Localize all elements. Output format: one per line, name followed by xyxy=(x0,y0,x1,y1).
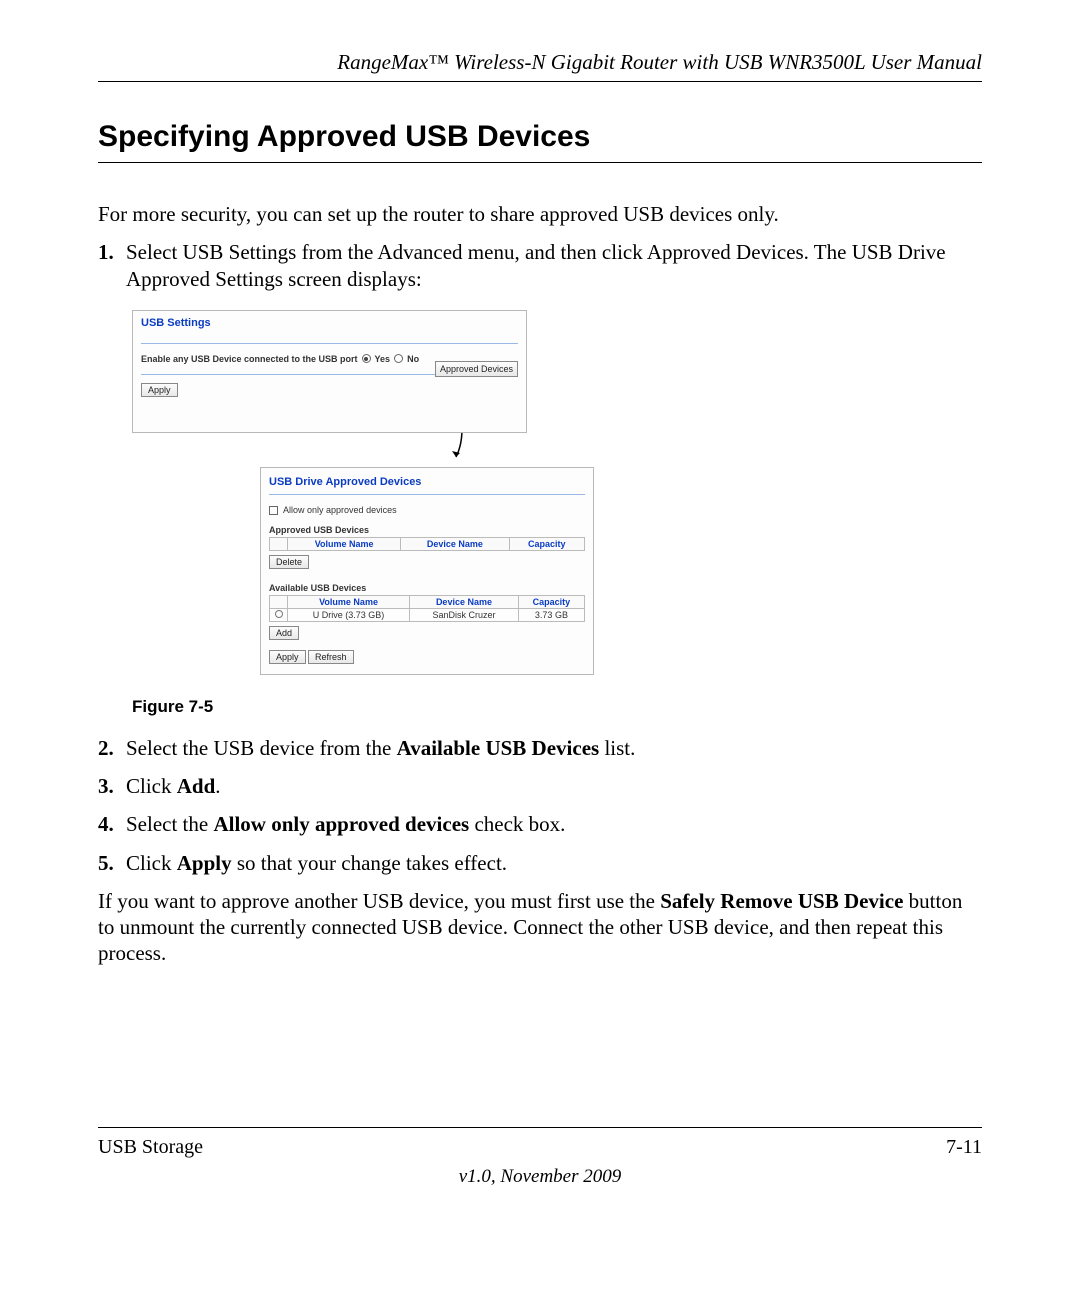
text-frag: so that your change takes effect. xyxy=(232,851,507,875)
approved-devices-button[interactable]: Approved Devices xyxy=(435,361,518,377)
apply-button-2[interactable]: Apply xyxy=(269,650,306,664)
radio-yes-label: Yes xyxy=(375,354,391,364)
text-frag-bold: Safely Remove USB Device xyxy=(660,889,903,913)
approved-devices-panel: USB Drive Approved Devices Allow only ap… xyxy=(260,467,594,675)
table-row[interactable]: U Drive (3.73 GB) SanDisk Cruzer 3.73 GB xyxy=(270,608,585,621)
footer-left: USB Storage xyxy=(98,1136,203,1159)
refresh-button[interactable]: Refresh xyxy=(308,650,354,664)
text-frag-bold: Allow only approved devices xyxy=(213,812,469,836)
step-number: 4. xyxy=(98,811,126,837)
col-volume: Volume Name xyxy=(288,537,401,550)
radio-no-label: No xyxy=(407,354,419,364)
radio-no[interactable] xyxy=(394,354,403,363)
running-header: RangeMax™ Wireless-N Gigabit Router with… xyxy=(98,50,982,82)
step-text: Select USB Settings from the Advanced me… xyxy=(126,239,982,292)
text-frag: Select the xyxy=(126,812,213,836)
step-text: Click Apply so that your change takes ef… xyxy=(126,850,507,876)
step-text: Select the Allow only approved devices c… xyxy=(126,811,565,837)
row-volume: U Drive (3.73 GB) xyxy=(288,608,410,621)
panel-title: USB Settings xyxy=(141,317,518,329)
page-footer: USB Storage 7-11 v1.0, November 2009 xyxy=(98,1127,982,1159)
footer-right: 7-11 xyxy=(946,1136,982,1159)
text-frag: . xyxy=(215,774,220,798)
text-frag-bold: Add xyxy=(177,774,216,798)
col-capacity: Capacity xyxy=(518,595,584,608)
delete-button[interactable]: Delete xyxy=(269,555,309,569)
text-frag-bold: Apply xyxy=(177,851,232,875)
footer-center: v1.0, November 2009 xyxy=(98,1166,982,1188)
row-device: SanDisk Cruzer xyxy=(410,608,519,621)
panel2-title: USB Drive Approved Devices xyxy=(269,476,585,488)
intro-paragraph: For more security, you can set up the ro… xyxy=(98,201,982,227)
text-frag: Click xyxy=(126,774,177,798)
col-device: Device Name xyxy=(410,595,519,608)
step-number: 5. xyxy=(98,850,126,876)
enable-label: Enable any USB Device connected to the U… xyxy=(141,354,358,364)
col-volume: Volume Name xyxy=(288,595,410,608)
approved-devices-table: Volume Name Device Name Capacity xyxy=(269,537,585,551)
step-number: 3. xyxy=(98,773,126,799)
row-capacity: 3.73 GB xyxy=(518,608,584,621)
col-device: Device Name xyxy=(401,537,509,550)
text-frag: check box. xyxy=(469,812,565,836)
text-frag: Click xyxy=(126,851,177,875)
text-frag: list. xyxy=(599,736,635,760)
available-devices-table: Volume Name Device Name Capacity U Drive… xyxy=(269,595,585,622)
text-frag: Select the USB device from the xyxy=(126,736,397,760)
figure-caption: Figure 7-5 xyxy=(132,697,982,717)
text-frag-bold: Available USB Devices xyxy=(397,736,600,760)
step-text: Click Add. xyxy=(126,773,221,799)
section-title: Specifying Approved USB Devices xyxy=(98,120,982,163)
allow-only-label: Allow only approved devices xyxy=(283,505,397,515)
available-usb-header: Available USB Devices xyxy=(269,583,585,593)
radio-yes[interactable] xyxy=(362,354,371,363)
arrow-icon xyxy=(422,429,482,467)
step-text: Select the USB device from the Available… xyxy=(126,735,635,761)
closing-paragraph: If you want to approve another USB devic… xyxy=(98,888,982,967)
usb-settings-panel: USB Settings Enable any USB Device conne… xyxy=(132,310,527,433)
row-radio[interactable] xyxy=(275,610,283,618)
figure-7-5: USB Settings Enable any USB Device conne… xyxy=(132,310,982,675)
step-number: 1. xyxy=(98,239,126,292)
add-button[interactable]: Add xyxy=(269,626,299,640)
approved-usb-header: Approved USB Devices xyxy=(269,525,585,535)
allow-only-checkbox[interactable] xyxy=(269,506,278,515)
text-frag: If you want to approve another USB devic… xyxy=(98,889,660,913)
step-number: 2. xyxy=(98,735,126,761)
col-capacity: Capacity xyxy=(509,537,584,550)
apply-button[interactable]: Apply xyxy=(141,383,178,397)
